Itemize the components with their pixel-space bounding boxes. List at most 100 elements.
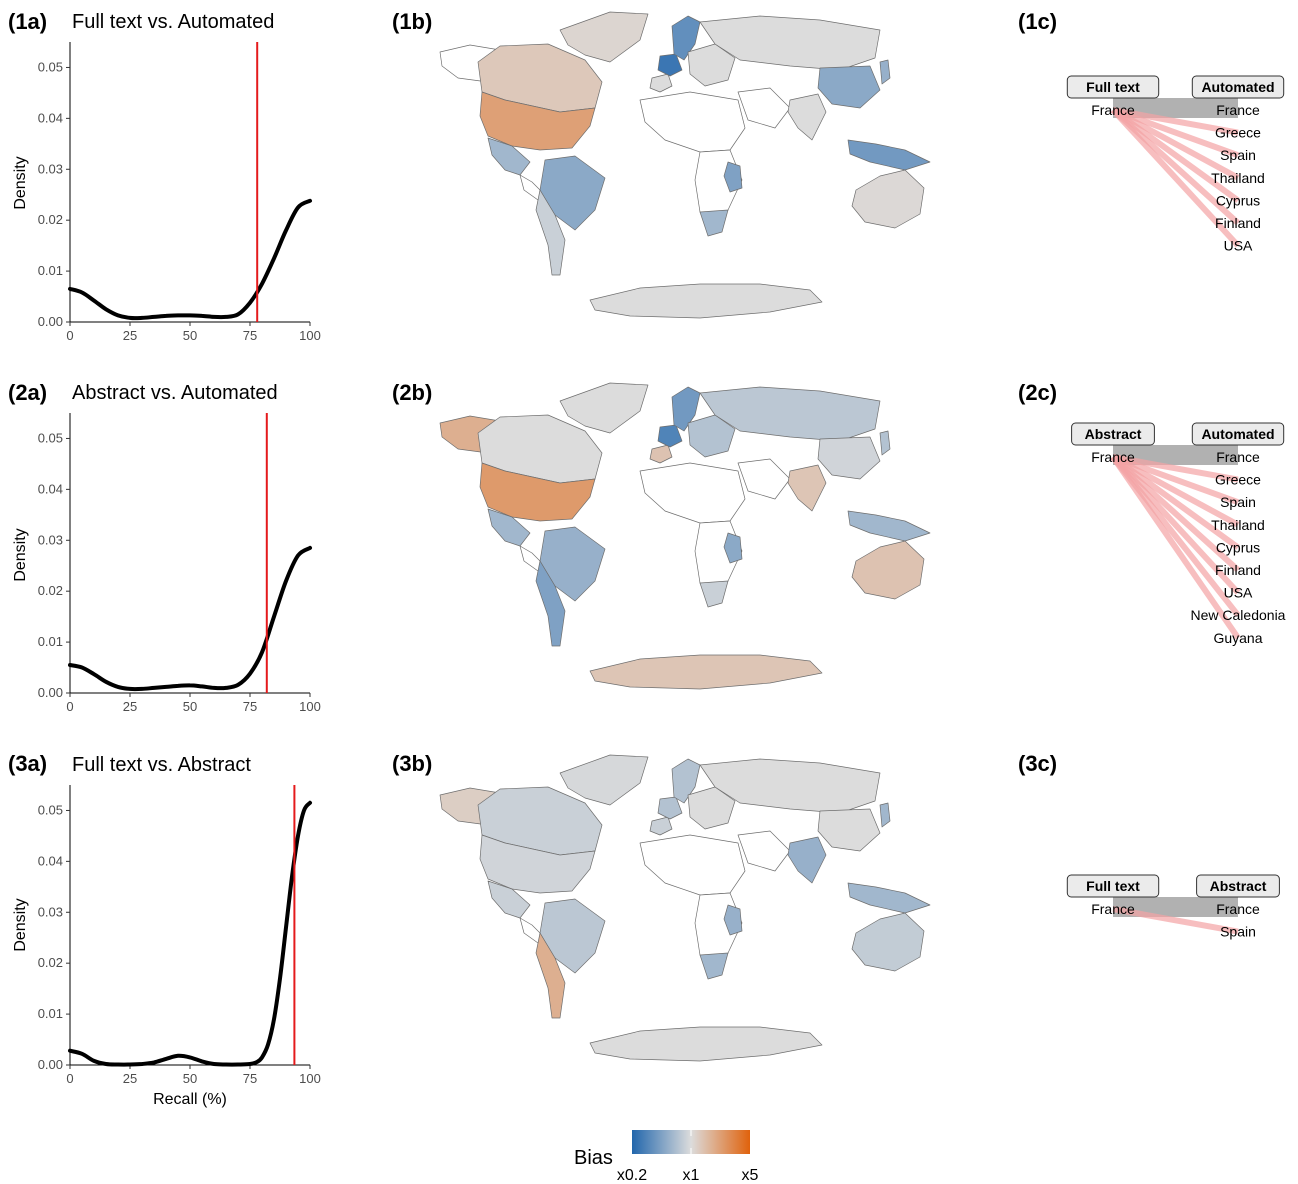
map-region-iberia [649, 73, 673, 93]
map-region-france [657, 424, 683, 448]
bias-legend: Bias x0.2 x1 x5 [574, 1130, 759, 1184]
alluvial-source-label: France [1091, 102, 1135, 118]
map-region-se_asia [847, 882, 931, 914]
alluvial-flow [1111, 107, 1240, 159]
density-curve [68, 800, 312, 1067]
map-region-iberia [649, 444, 673, 464]
map-region-middle_east [737, 458, 791, 500]
map-region-scandinavia [671, 386, 701, 432]
density-title-3a: Full text vs. Abstract [72, 754, 251, 776]
map-region-southern_africa [699, 209, 729, 237]
map-region-south_asia [787, 93, 827, 141]
map-region-andes [535, 932, 566, 1019]
alluvial-flow [1111, 107, 1240, 181]
x-tick-label: 100 [299, 328, 321, 343]
map-region-se_asia [847, 139, 931, 171]
map-region-russia [699, 758, 881, 814]
map-region-middle_east [737, 830, 791, 872]
map-region-east_africa [723, 532, 743, 564]
legend-tick-mid: x1 [683, 1167, 700, 1184]
density-panel-1a: (1a) Full text vs. Automated Density 0.0… [8, 9, 321, 343]
alluvial-axis-box-right [1196, 874, 1280, 898]
map-panel-1b: (1b) [392, 9, 931, 319]
alluvial-flow [1112, 107, 1239, 136]
alluvial-target-label: France [1216, 102, 1260, 118]
map-region-antarctica [589, 1026, 823, 1062]
y-tick-label: 0.00 [38, 314, 63, 329]
alluvial-axis-box-left [1071, 422, 1155, 446]
density-title-1a: Full text vs. Automated [72, 11, 274, 33]
map-region-africa_n [639, 834, 746, 896]
map-region-china_east [817, 436, 881, 480]
alluvial-target-label: USA [1224, 585, 1253, 601]
map-region-greenland [559, 11, 649, 63]
panel-label-2a: (2a) [8, 380, 47, 405]
y-tick-label: 0.03 [38, 161, 63, 176]
map-region-china_east [817, 808, 881, 852]
y-tick-label: 0.05 [38, 59, 63, 74]
map-region-usa [479, 834, 596, 894]
map-region-africa_n [639, 91, 746, 153]
panel-label-1c: (1c) [1018, 9, 1057, 34]
y-tick-label: 0.02 [38, 212, 63, 227]
y-tick-label: 0.03 [38, 532, 63, 547]
alluvial-flow [1110, 455, 1241, 640]
alluvial-axis-box-right [1191, 75, 1285, 99]
alluvial-flow [1112, 454, 1239, 483]
y-tick-label: 0.01 [38, 263, 63, 278]
map-region-russia [699, 386, 881, 442]
density-curve [68, 198, 312, 321]
map-panel-2b: (2b) [392, 380, 931, 690]
alluvial-axis-box-left [1066, 75, 1160, 99]
panel-label-3c: (3c) [1018, 751, 1057, 776]
panel-label-1a: (1a) [8, 9, 47, 34]
density-panel-3a: (3a) Full text vs. Abstract Density Reca… [8, 751, 321, 1108]
y-tick-label: 0.00 [38, 1057, 63, 1072]
alluvial-target-label: France [1216, 449, 1260, 465]
alluvial-axis-box-right [1191, 422, 1285, 446]
alluvial-target-label: Guyana [1213, 630, 1262, 646]
panel-label-1b: (1b) [392, 9, 432, 34]
alluvial-axis-box-left [1066, 874, 1160, 898]
map-region-scandinavia [671, 15, 701, 61]
alluvial-target-label: Spain [1220, 924, 1256, 940]
alluvial-axis-label-left: Full text [1086, 79, 1140, 95]
alluvial-panel-2c: (2c) Abstract Automated France France Greece… [1018, 380, 1286, 646]
map-region-east_africa [723, 161, 743, 193]
alluvial-axis-label-right: Automated [1201, 79, 1274, 95]
alluvial-flow [1111, 454, 1240, 506]
map-region-antarctica [589, 654, 823, 690]
map-region-japan [879, 430, 891, 456]
alluvial-target-label: Greece [1215, 125, 1261, 141]
alluvial-axis-label-right: Automated [1201, 426, 1274, 442]
legend-tick-low: x0.2 [617, 1167, 647, 1184]
alluvial-target-label: Finland [1215, 215, 1261, 231]
map-region-south_asia [787, 464, 827, 512]
map-region-greenland [559, 382, 649, 434]
map-region-japan [879, 59, 891, 85]
x-tick-label: 75 [243, 699, 257, 714]
x-axis-label-3a: Recall (%) [153, 1091, 227, 1108]
x-tick-label: 0 [66, 328, 73, 343]
y-tick-label: 0.01 [38, 634, 63, 649]
alluvial-axis-label-right: Abstract [1210, 878, 1267, 894]
alluvial-target-label: Thailand [1211, 170, 1265, 186]
alluvial-target-label: Cyprus [1216, 192, 1260, 208]
alluvial-flow [1111, 454, 1240, 528]
map-region-usa [479, 462, 596, 522]
x-tick-label: 50 [183, 1071, 197, 1086]
y-tick-label: 0.02 [38, 955, 63, 970]
alluvial-axis-label-left: Full text [1086, 878, 1140, 894]
panel-label-3a: (3a) [8, 751, 47, 776]
y-tick-label: 0.04 [38, 853, 63, 868]
alluvial-target-label: New Caledonia [1191, 607, 1286, 623]
map-region-andes [535, 560, 566, 647]
alluvial-panel-1c: (1c) Full text Automated France France Greec… [1018, 9, 1285, 254]
alluvial-flow [1110, 107, 1241, 248]
alluvial-target-label: Spain [1220, 147, 1256, 163]
x-tick-label: 100 [299, 699, 321, 714]
density-title-2a: Abstract vs. Automated [72, 382, 278, 404]
map-region-australia [851, 540, 925, 600]
map-region-south_asia [787, 836, 827, 884]
